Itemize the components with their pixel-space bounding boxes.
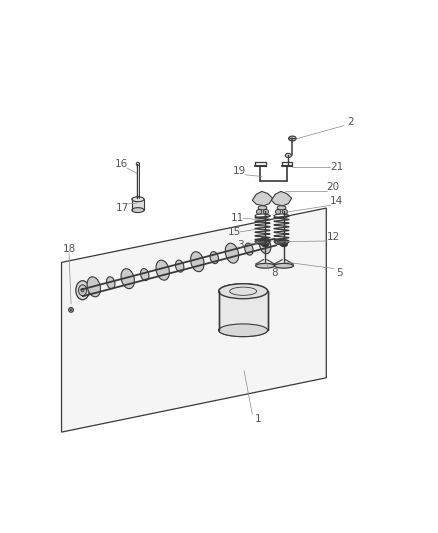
Ellipse shape (280, 241, 288, 247)
Polygon shape (219, 291, 268, 330)
Ellipse shape (256, 209, 262, 214)
Text: 19: 19 (233, 166, 246, 176)
Ellipse shape (70, 309, 72, 311)
Polygon shape (252, 191, 273, 206)
Ellipse shape (285, 154, 291, 157)
Ellipse shape (132, 197, 144, 201)
Ellipse shape (256, 263, 275, 268)
Text: 1: 1 (255, 414, 262, 424)
Ellipse shape (245, 243, 253, 255)
Ellipse shape (219, 324, 268, 337)
Ellipse shape (275, 239, 288, 245)
Ellipse shape (282, 209, 288, 214)
Text: 2: 2 (347, 117, 353, 126)
Ellipse shape (69, 308, 74, 312)
Ellipse shape (276, 209, 281, 214)
Ellipse shape (274, 263, 293, 268)
Ellipse shape (106, 277, 115, 289)
Text: 18: 18 (62, 244, 76, 254)
Text: 21: 21 (330, 163, 343, 172)
Text: 17: 17 (115, 203, 129, 213)
Ellipse shape (141, 269, 149, 280)
Polygon shape (271, 191, 292, 206)
Ellipse shape (76, 281, 89, 300)
Text: 15: 15 (227, 227, 240, 237)
Text: 12: 12 (326, 232, 340, 242)
Ellipse shape (87, 277, 100, 297)
Ellipse shape (225, 243, 239, 263)
Ellipse shape (263, 209, 268, 214)
Ellipse shape (289, 136, 296, 141)
Ellipse shape (258, 206, 267, 210)
Ellipse shape (191, 252, 204, 272)
Text: 16: 16 (114, 159, 127, 169)
Ellipse shape (260, 237, 271, 254)
Ellipse shape (156, 260, 170, 280)
Text: 11: 11 (231, 213, 244, 223)
Ellipse shape (136, 162, 140, 166)
Ellipse shape (132, 208, 144, 213)
Ellipse shape (219, 284, 268, 298)
Text: 5: 5 (336, 268, 343, 278)
Polygon shape (61, 208, 326, 432)
Ellipse shape (219, 324, 268, 337)
Text: 8: 8 (272, 268, 278, 278)
Ellipse shape (136, 196, 140, 199)
Polygon shape (132, 199, 144, 210)
Text: 14: 14 (330, 196, 343, 206)
Ellipse shape (176, 260, 184, 272)
Ellipse shape (256, 239, 269, 245)
Text: 3: 3 (237, 240, 244, 250)
Ellipse shape (78, 285, 87, 296)
Ellipse shape (121, 269, 134, 289)
Ellipse shape (277, 240, 286, 244)
Text: 20: 20 (327, 182, 339, 192)
Ellipse shape (219, 284, 268, 298)
Ellipse shape (277, 206, 286, 210)
Ellipse shape (81, 288, 84, 292)
Ellipse shape (258, 240, 267, 244)
Ellipse shape (210, 252, 219, 264)
Ellipse shape (261, 241, 269, 247)
